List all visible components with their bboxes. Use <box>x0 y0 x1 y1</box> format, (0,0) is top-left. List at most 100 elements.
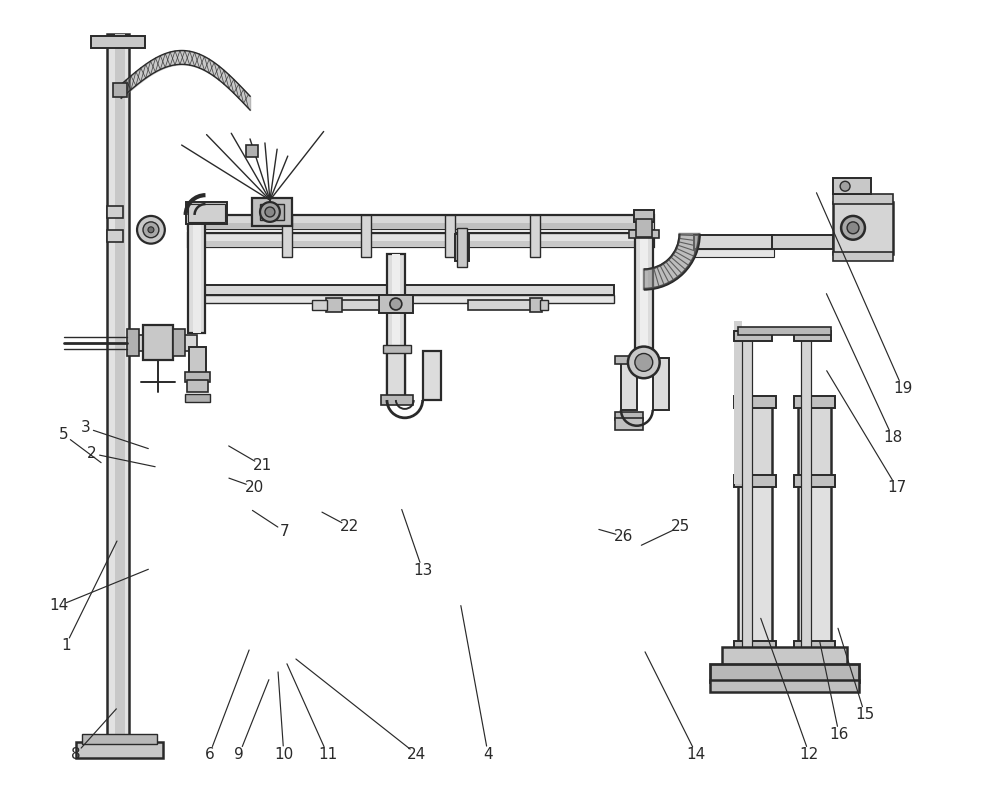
Bar <box>653 358 669 410</box>
Bar <box>710 664 859 682</box>
Bar <box>794 475 835 487</box>
Bar <box>188 241 654 246</box>
Text: 24: 24 <box>407 746 426 762</box>
Bar <box>246 145 258 157</box>
Bar <box>185 394 210 402</box>
Bar <box>188 295 614 303</box>
Circle shape <box>148 227 154 233</box>
Text: 9: 9 <box>234 746 244 762</box>
Bar <box>113 83 127 97</box>
Bar <box>188 223 654 229</box>
Bar <box>188 233 654 246</box>
Bar <box>193 214 201 333</box>
Text: 4: 4 <box>483 746 493 762</box>
Circle shape <box>628 346 660 378</box>
Circle shape <box>635 354 653 371</box>
Text: 11: 11 <box>318 746 337 762</box>
Bar <box>387 350 405 400</box>
Bar <box>734 396 776 408</box>
Bar <box>694 249 774 257</box>
Bar <box>188 286 614 295</box>
Circle shape <box>265 207 275 217</box>
Bar <box>629 230 659 238</box>
Bar <box>185 372 210 382</box>
Text: 1: 1 <box>61 638 70 653</box>
Text: 25: 25 <box>671 519 690 534</box>
Text: 7: 7 <box>280 524 290 539</box>
Bar <box>738 326 831 334</box>
Bar <box>326 298 342 312</box>
Bar <box>833 251 893 262</box>
Circle shape <box>143 222 159 238</box>
Bar <box>615 412 643 420</box>
Text: 18: 18 <box>883 430 902 445</box>
Bar <box>794 396 835 408</box>
Bar <box>833 178 871 194</box>
Bar <box>127 329 139 357</box>
Text: 3: 3 <box>81 420 90 435</box>
Bar <box>129 334 197 350</box>
Bar <box>734 321 742 484</box>
Bar <box>833 202 893 254</box>
Bar <box>392 254 400 400</box>
Bar <box>615 418 643 430</box>
Bar <box>801 334 811 650</box>
Bar <box>115 34 125 744</box>
Bar <box>794 642 835 654</box>
Bar <box>252 198 292 226</box>
Text: 16: 16 <box>829 727 849 742</box>
Bar <box>772 234 833 249</box>
Bar <box>143 325 173 361</box>
Bar <box>742 334 752 650</box>
Polygon shape <box>644 234 699 289</box>
Text: 6: 6 <box>205 746 214 762</box>
Circle shape <box>260 202 280 222</box>
Text: 13: 13 <box>413 562 432 578</box>
Bar <box>722 647 847 667</box>
Bar <box>107 206 123 218</box>
Bar <box>445 215 455 257</box>
Bar <box>341 300 379 310</box>
Text: 14: 14 <box>687 746 706 762</box>
Bar <box>312 300 327 310</box>
Bar <box>794 330 831 341</box>
Bar <box>91 36 145 48</box>
Bar <box>734 642 776 654</box>
Bar <box>798 402 831 481</box>
Text: 14: 14 <box>49 598 68 614</box>
Bar <box>738 402 772 481</box>
Bar <box>710 680 859 692</box>
Text: 12: 12 <box>800 746 819 762</box>
Bar <box>188 214 205 333</box>
Bar <box>738 481 772 650</box>
Bar <box>383 345 411 353</box>
Bar <box>621 358 637 410</box>
Text: 22: 22 <box>340 519 359 534</box>
Bar <box>798 481 831 650</box>
Bar <box>530 215 540 257</box>
Bar <box>734 475 776 487</box>
Circle shape <box>847 222 859 234</box>
Bar <box>282 215 292 257</box>
Bar <box>640 232 648 355</box>
Text: 8: 8 <box>71 746 80 762</box>
Bar <box>530 298 542 312</box>
Bar <box>186 202 227 224</box>
Bar <box>189 346 206 374</box>
Text: 5: 5 <box>59 427 68 442</box>
Bar <box>615 357 643 364</box>
Text: 19: 19 <box>893 381 912 396</box>
Bar <box>634 210 654 222</box>
Text: 26: 26 <box>614 529 634 544</box>
Text: 10: 10 <box>274 746 293 762</box>
Bar <box>188 204 225 222</box>
Bar <box>107 230 123 242</box>
Bar <box>187 380 208 392</box>
Circle shape <box>390 298 402 310</box>
Bar <box>381 395 413 405</box>
Bar <box>833 194 893 204</box>
Bar <box>173 329 185 357</box>
Bar <box>379 295 413 313</box>
Text: 21: 21 <box>252 458 272 473</box>
Text: 20: 20 <box>244 479 264 494</box>
